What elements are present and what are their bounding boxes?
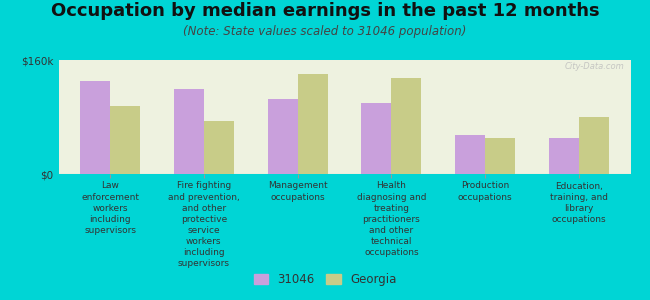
Bar — [391, 78, 421, 174]
Bar — [204, 121, 234, 174]
Bar — [549, 138, 579, 174]
Bar — [268, 99, 298, 174]
Text: Education,
training, and
library
occupations: Education, training, and library occupat… — [550, 182, 608, 224]
Bar — [298, 74, 328, 174]
Bar — [455, 135, 485, 174]
Text: (Note: State values scaled to 31046 population): (Note: State values scaled to 31046 popu… — [183, 26, 467, 38]
Text: City-Data.com: City-Data.com — [565, 62, 625, 71]
Bar — [110, 106, 140, 174]
Text: Management
occupations: Management occupations — [268, 182, 328, 202]
Text: Production
occupations: Production occupations — [458, 182, 512, 202]
Text: Fire fighting
and prevention,
and other
protective
service
workers
including
sup: Fire fighting and prevention, and other … — [168, 182, 240, 268]
Bar — [80, 81, 110, 174]
Bar — [174, 88, 204, 174]
Text: Law
enforcement
workers
including
supervisors: Law enforcement workers including superv… — [81, 182, 139, 235]
Text: Health
diagnosing and
treating
practitioners
and other
technical
occupations: Health diagnosing and treating practitio… — [357, 182, 426, 257]
Text: Occupation by median earnings in the past 12 months: Occupation by median earnings in the pas… — [51, 2, 599, 20]
Bar — [361, 103, 391, 174]
Bar — [485, 138, 515, 174]
Bar — [579, 117, 609, 174]
Legend: 31046, Georgia: 31046, Georgia — [249, 269, 401, 291]
